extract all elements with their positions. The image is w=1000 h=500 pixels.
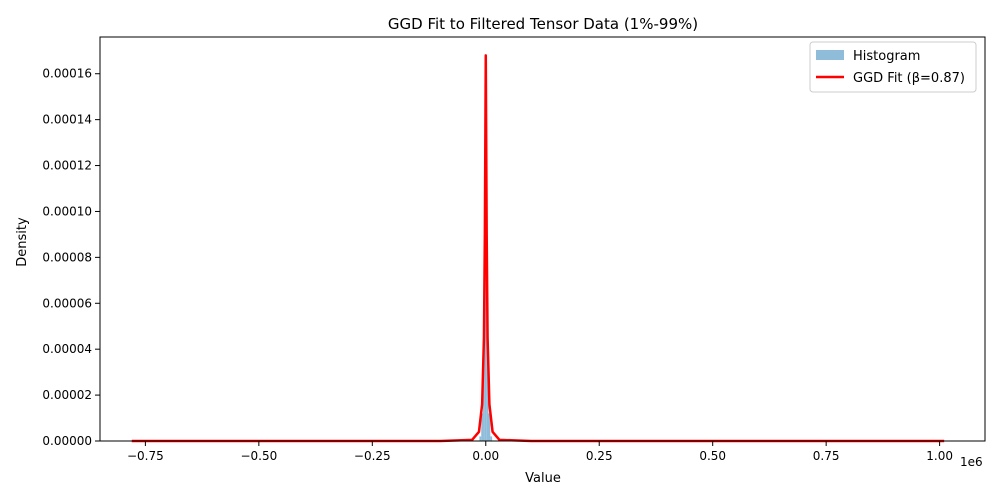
x-tick-label: 0.75 [813, 449, 840, 463]
y-tick-label: 0.00004 [42, 342, 92, 356]
x-axis: −0.75 −0.50 −0.25 0.00 0.25 0.50 0.75 1.00 [127, 441, 953, 463]
x-axis-label: Value [525, 471, 561, 486]
y-tick-label: 0.00006 [42, 296, 92, 310]
x-tick-label: 0.25 [586, 449, 613, 463]
y-axis-label: Density [15, 217, 30, 267]
legend: Histogram GGD Fit (β=0.87) [809, 41, 977, 93]
x-tick-label: −0.75 [127, 449, 164, 463]
legend-swatch-histogram [816, 50, 844, 60]
histogram-bar [481, 413, 484, 441]
x-tick-label: 1.00 [926, 449, 953, 463]
y-tick-label: 0.00010 [42, 204, 92, 218]
histogram-bar [488, 413, 491, 441]
y-tick-label: 0.00008 [42, 250, 92, 264]
y-tick-label: 0.00002 [42, 388, 92, 402]
histogram-bar [490, 436, 493, 441]
y-tick-label: 0.00012 [42, 159, 92, 173]
y-tick-label: 0.00016 [42, 67, 92, 81]
x-tick-label: −0.25 [354, 449, 391, 463]
plot-frame [99, 36, 986, 442]
chart-title: GGD Fit to Filtered Tensor Data (1%-99%) [388, 15, 698, 33]
y-tick-label: 0.00000 [42, 434, 92, 448]
histogram-bar [479, 436, 482, 441]
x-offset-label: 1e6 [960, 455, 983, 469]
legend-label-histogram: Histogram [853, 49, 920, 64]
y-tick-label: 0.00014 [42, 113, 92, 127]
ggd-fit-line [131, 54, 945, 443]
legend-box [809, 41, 977, 93]
plot-area [131, 54, 945, 443]
x-tick-label: 0.00 [472, 449, 499, 463]
x-tick-label: −0.50 [240, 449, 277, 463]
y-axis: 0.00000 0.00002 0.00004 0.00006 0.00008 0.000… [42, 67, 100, 448]
legend-label-ggd-fit: GGD Fit (β=0.87) [853, 71, 965, 86]
x-tick-label: 0.50 [699, 449, 726, 463]
